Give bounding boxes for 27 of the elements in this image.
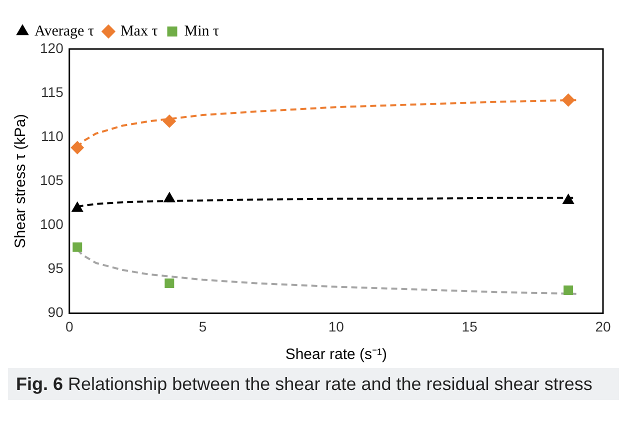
point [162,114,176,128]
point [70,141,84,154]
point [164,278,174,288]
point [562,94,575,107]
y-tick-label: 105 [40,172,64,188]
legend-label: Min τ [184,23,220,40]
y-axis-title: Shear stress τ (kPa) [12,114,30,248]
x-tick-label: 0 [65,318,74,334]
x-tick-label: 20 [595,318,611,334]
y-tick-label: 110 [41,128,64,144]
y-tick-label: 100 [40,216,64,232]
y-tick-label: 95 [48,260,64,276]
point [72,202,84,212]
caption: Fig. 6 Relationship between the shear rate and the residual shear stress [8,368,619,400]
point [164,192,176,202]
x-tick-label: 10 [328,318,344,334]
legend-label: Max τ [120,23,158,40]
y-tick-label: 115 [41,84,64,100]
x-axis-title: Shear rate (s⁻¹) [285,346,388,364]
legend-label: Average τ [34,23,94,40]
x-tick-label: 15 [462,318,478,334]
y-tick-label: 120 [40,40,64,56]
y-tick-label: 90 [48,304,64,320]
point [564,286,574,296]
point [72,242,82,252]
point [562,194,574,204]
x-tick-label: 5 [198,318,207,334]
